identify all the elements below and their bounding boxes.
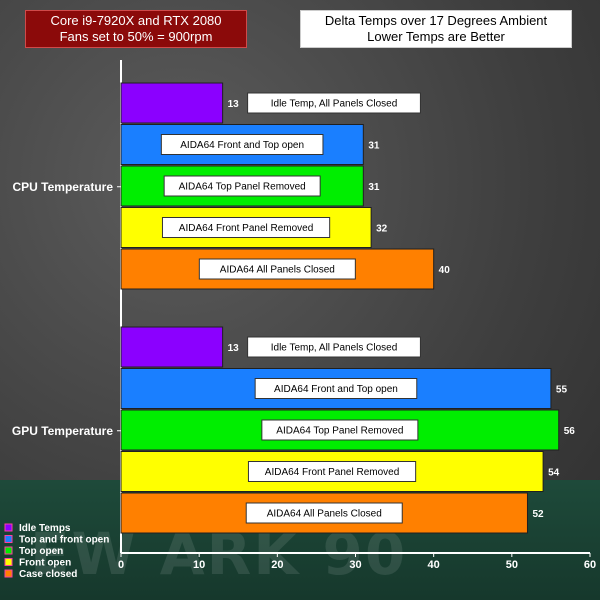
x-tick-label: 30 (349, 559, 361, 571)
bar-label-box (247, 92, 421, 114)
bar-label-box (247, 336, 421, 358)
legend-swatch (4, 523, 13, 532)
bar-label-box (247, 461, 417, 482)
bar-value-label: 52 (532, 509, 544, 520)
bar-value-label: 55 (556, 385, 568, 396)
bar-label-box (198, 258, 356, 280)
bar-label-box (160, 134, 324, 155)
legend-label: Top and front open (19, 535, 109, 546)
bar-label: AIDA64 All Panels Closed (267, 509, 382, 520)
bar-label-box (254, 378, 418, 399)
bar-label: AIDA64 Front and Top open (274, 384, 398, 395)
legend-swatch (4, 569, 13, 578)
bar-label: Idle Temp, All Panels Closed (271, 99, 398, 110)
bar-value-label: 13 (228, 343, 240, 354)
chart-title-line1: Delta Temps over 17 Degrees Ambient (324, 13, 548, 28)
bar-label: Idle Temp, All Panels Closed (271, 343, 398, 354)
bar (120, 82, 224, 124)
legend-label: Case closed (19, 569, 77, 580)
x-tick-label: 10 (193, 559, 205, 571)
chart-title-line2: Lower Temps are Better (367, 29, 505, 44)
bar-label: AIDA64 Top Panel Removed (276, 426, 403, 437)
bar-label: AIDA64 Top Panel Removed (179, 182, 306, 193)
x-tick-label: 50 (506, 559, 518, 571)
bar-value-label: 13 (228, 99, 240, 110)
legend-swatch (4, 535, 13, 543)
bar-value-label: 31 (368, 141, 380, 152)
x-tick-label: 40 (428, 559, 440, 571)
bar-label-box (245, 502, 403, 524)
bar-label: AIDA64 All Panels Closed (220, 265, 335, 276)
x-tick-label: 0 (118, 559, 124, 571)
legend-swatch (4, 546, 13, 555)
category-label: GPU Temperature (12, 424, 113, 438)
bar-value-label: 32 (376, 224, 388, 235)
chart-title-box: Delta Temps over 17 Degrees Ambient Lowe… (300, 10, 572, 48)
legend-label: Front open (19, 558, 71, 569)
bar-label-box (163, 175, 321, 197)
legend-label: Idle Temps (19, 523, 71, 534)
test-setup-box: Core i9-7920X and RTX 2080 Fans set to 5… (25, 10, 247, 48)
bar-label: AIDA64 Front Panel Removed (179, 223, 314, 234)
bar-label: AIDA64 Front Panel Removed (265, 467, 400, 478)
test-setup-line1: Core i9-7920X and RTX 2080 (50, 13, 222, 28)
bar-label: AIDA64 Front and Top open (180, 140, 304, 151)
x-tick-label: 20 (271, 559, 283, 571)
bar-value-label: 40 (439, 265, 451, 276)
bar-value-label: 54 (548, 468, 560, 479)
legend-label: Top open (19, 546, 63, 557)
bar-label-box (161, 217, 331, 238)
bar (120, 326, 224, 368)
x-tick-label: 60 (584, 559, 596, 571)
category-label: CPU Temperature (13, 180, 114, 194)
bar-label-box (261, 419, 419, 441)
bar-value-label: 56 (564, 426, 576, 437)
legend-swatch (4, 558, 13, 566)
bar-value-label: 31 (368, 182, 380, 193)
test-setup-line2: Fans set to 50% = 900rpm (59, 29, 213, 44)
